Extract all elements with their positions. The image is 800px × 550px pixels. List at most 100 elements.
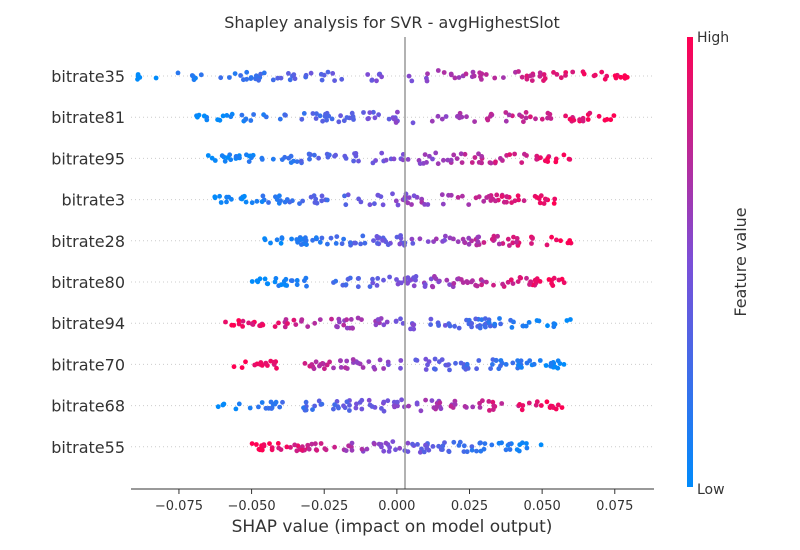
shap-point — [519, 114, 525, 119]
shap-point — [410, 441, 415, 447]
shap-point — [322, 366, 327, 372]
shap-point — [381, 448, 387, 454]
shap-point — [240, 324, 246, 329]
shap-point — [303, 399, 309, 405]
shap-point — [459, 114, 465, 120]
shap-point — [381, 399, 387, 405]
shap-point — [425, 239, 431, 245]
shap-point — [430, 284, 436, 290]
shap-point — [599, 69, 605, 75]
shap-point — [538, 403, 544, 408]
shap-point — [441, 70, 447, 75]
shap-point — [488, 366, 493, 371]
shap-point — [225, 155, 231, 160]
shap-point — [324, 197, 330, 203]
shap-point — [451, 236, 456, 242]
shap-point — [567, 238, 573, 243]
shap-point — [529, 78, 535, 83]
shap-point — [259, 157, 265, 162]
shap-point — [510, 281, 516, 286]
shap-point — [326, 113, 332, 119]
shap-point — [433, 236, 439, 242]
shap-point — [435, 113, 441, 119]
shap-point — [355, 284, 361, 290]
shap-point — [280, 399, 285, 405]
shap-point — [246, 153, 252, 159]
shap-point — [279, 282, 284, 288]
shap-point — [462, 404, 468, 409]
shap-point — [448, 157, 454, 163]
shap-point — [318, 71, 324, 77]
shap-point — [291, 317, 297, 323]
shap-point — [481, 198, 487, 204]
shap-point — [488, 160, 494, 166]
shap-point — [417, 449, 423, 455]
shap-point — [507, 441, 512, 447]
shap-point — [351, 158, 356, 164]
shap-point — [483, 72, 489, 77]
shap-point — [518, 275, 524, 281]
shap-point — [484, 279, 489, 285]
shap-point — [287, 77, 293, 83]
shap-point — [472, 119, 477, 124]
shap-point — [447, 282, 452, 287]
shap-point — [469, 321, 475, 326]
shap-point — [370, 280, 376, 286]
shap-point — [548, 360, 554, 366]
shap-point — [455, 114, 460, 119]
shap-point — [218, 200, 224, 205]
shap-point — [516, 448, 522, 454]
shap-point — [395, 202, 401, 208]
shap-point — [240, 318, 246, 324]
shap-point — [563, 73, 568, 78]
shap-point — [301, 111, 307, 116]
feature-label: bitrate35 — [51, 67, 125, 86]
shap-point — [215, 404, 221, 410]
shap-point — [212, 158, 218, 163]
shap-point — [459, 160, 465, 166]
shap-point — [580, 116, 586, 122]
shap-point — [464, 114, 469, 120]
shap-point — [461, 365, 467, 370]
shap-point — [316, 398, 322, 404]
shap-point — [418, 408, 424, 414]
shap-point — [472, 155, 478, 160]
shap-point — [509, 325, 515, 330]
shap-point — [311, 366, 317, 372]
shap-point — [350, 325, 355, 331]
shap-point — [272, 324, 278, 329]
shap-point — [331, 406, 336, 412]
shap-point — [545, 155, 551, 161]
shap-point — [224, 113, 230, 118]
shap-point — [267, 441, 272, 446]
shap-point — [480, 398, 485, 404]
shap-point — [435, 68, 441, 73]
shap-point — [436, 323, 441, 328]
shap-point — [333, 241, 339, 246]
shap-point — [558, 75, 564, 81]
shap-point — [564, 318, 570, 323]
shap-point — [282, 154, 288, 160]
shap-point — [443, 233, 448, 239]
shap-point — [474, 283, 480, 289]
shap-point — [332, 153, 337, 159]
shap-point — [431, 366, 437, 372]
shap-point — [349, 440, 355, 446]
shap-point — [308, 70, 314, 76]
shap-point — [304, 242, 309, 248]
shap-point — [385, 242, 391, 248]
shap-point — [611, 113, 617, 118]
shap-point — [219, 153, 225, 159]
shap-point — [477, 405, 483, 410]
shap-point — [359, 317, 364, 322]
shap-point — [385, 359, 391, 365]
shap-point — [366, 359, 372, 364]
shap-point — [318, 441, 324, 446]
shap-point — [316, 155, 321, 161]
shap-point — [399, 397, 404, 403]
shap-point — [236, 401, 242, 407]
shap-point — [243, 359, 248, 365]
shap-point — [343, 202, 349, 208]
shap-point — [314, 111, 319, 117]
shap-point — [284, 197, 290, 202]
